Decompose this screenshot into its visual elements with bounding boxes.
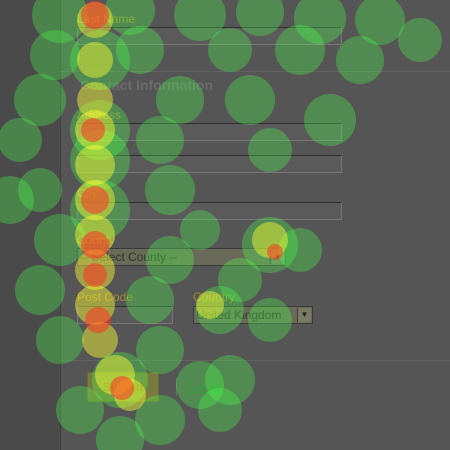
city-label: City bbox=[77, 186, 98, 200]
chevron-down-icon: ▼ bbox=[270, 250, 284, 264]
country-label: Country bbox=[193, 290, 235, 304]
address-label: Address bbox=[77, 108, 121, 122]
cancel-link[interactable]: Cancel bbox=[186, 380, 223, 394]
chevron-down-icon: ▼ bbox=[297, 308, 311, 322]
heatmap-blob-cool bbox=[15, 265, 65, 315]
submit-button[interactable]: Submit bbox=[87, 372, 159, 402]
country-select[interactable]: United Kingdom ▼ bbox=[193, 306, 313, 324]
heatmap-blob-cool bbox=[14, 74, 66, 126]
address-line1-input[interactable] bbox=[77, 123, 342, 141]
postcode-input[interactable] bbox=[77, 306, 173, 324]
county-selected-value: -- Select County -- bbox=[80, 250, 177, 264]
section-divider-bottom bbox=[60, 360, 450, 361]
last-name-input[interactable] bbox=[77, 27, 342, 45]
city-input[interactable] bbox=[77, 202, 342, 220]
county-select[interactable]: -- Select County -- ▼ bbox=[77, 248, 286, 266]
heatmap-blob-cool bbox=[0, 176, 34, 224]
address-line2-input[interactable] bbox=[77, 155, 342, 173]
button-separator bbox=[176, 378, 177, 396]
county-label: County bbox=[77, 233, 115, 247]
postcode-label: Post Code bbox=[77, 290, 133, 304]
heatmap-blob-cool bbox=[0, 118, 42, 162]
section-divider-top bbox=[60, 71, 450, 72]
last-name-label: Last Name bbox=[77, 12, 135, 26]
heatmap-blob-cool bbox=[18, 168, 62, 212]
contact-information-heading: Contact Information bbox=[80, 77, 213, 93]
country-selected-value: United Kingdom bbox=[196, 308, 281, 322]
